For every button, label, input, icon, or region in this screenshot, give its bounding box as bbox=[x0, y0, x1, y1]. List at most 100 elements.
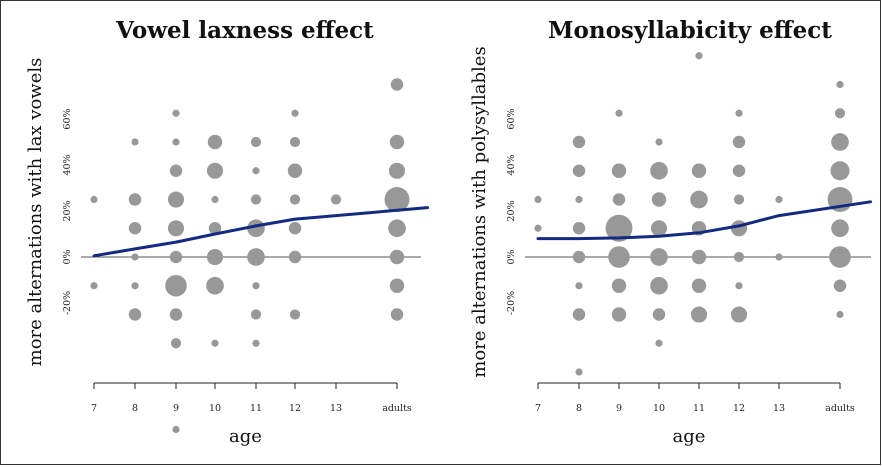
x-tick-label: 13 bbox=[330, 403, 342, 414]
data-point bbox=[735, 109, 743, 117]
data-point bbox=[834, 108, 846, 119]
x-tick-label: adults bbox=[382, 403, 412, 414]
data-point bbox=[131, 282, 139, 290]
data-point bbox=[389, 249, 405, 265]
data-point bbox=[608, 246, 630, 268]
x-tick-label: 9 bbox=[616, 403, 622, 414]
data-point bbox=[250, 309, 262, 320]
y-axis-label: more alternations with lax vowels bbox=[25, 58, 46, 367]
data-point bbox=[732, 135, 746, 149]
x-tick-label: 12 bbox=[733, 403, 745, 414]
x-tick-label: 10 bbox=[653, 403, 665, 414]
data-point bbox=[572, 250, 586, 264]
data-point bbox=[733, 194, 745, 205]
data-point bbox=[730, 306, 748, 323]
data-point bbox=[652, 308, 666, 321]
data-point bbox=[388, 162, 406, 179]
x-axis-label: age bbox=[229, 426, 262, 447]
data-point bbox=[172, 425, 180, 434]
x-axis-label: age bbox=[673, 426, 706, 447]
y-tick-label: 0% bbox=[506, 249, 517, 264]
x-tick-label: 8 bbox=[132, 403, 138, 414]
data-point bbox=[128, 308, 142, 321]
chart-panel-2: Monosyllabicity effect more alternations … bbox=[469, 17, 872, 447]
data-point bbox=[90, 282, 98, 290]
chart-panel-1: Vowel laxness effect more alternations wi… bbox=[25, 17, 429, 447]
data-point bbox=[830, 161, 850, 181]
x-tick-label: 13 bbox=[773, 403, 785, 414]
data-point bbox=[247, 248, 265, 266]
data-point bbox=[208, 222, 222, 235]
data-point bbox=[169, 250, 183, 264]
data-point bbox=[131, 138, 139, 146]
data-point bbox=[390, 78, 404, 91]
data-point bbox=[252, 282, 260, 290]
x-tick-label: 12 bbox=[289, 403, 301, 414]
data-point bbox=[775, 195, 783, 204]
trend-line bbox=[536, 200, 872, 241]
x-tick-label: 7 bbox=[91, 403, 97, 414]
data-point bbox=[572, 135, 586, 149]
trend-line bbox=[92, 206, 429, 258]
data-point bbox=[829, 246, 851, 268]
data-point bbox=[206, 162, 224, 179]
data-point bbox=[655, 138, 663, 146]
y-tick-label: 60% bbox=[62, 108, 73, 129]
data-point bbox=[833, 279, 847, 292]
data-point bbox=[732, 164, 746, 177]
data-point bbox=[690, 190, 708, 209]
data-point bbox=[611, 163, 627, 178]
data-point bbox=[289, 194, 301, 205]
y-tick-label: 20% bbox=[506, 200, 517, 221]
data-point bbox=[389, 134, 405, 150]
data-point bbox=[733, 251, 745, 263]
data-point bbox=[169, 164, 183, 177]
data-point bbox=[612, 193, 626, 206]
data-point bbox=[288, 222, 302, 235]
data-point bbox=[291, 109, 299, 117]
y-axis-label: more alternations with polysyllables bbox=[469, 46, 490, 377]
data-point bbox=[615, 109, 623, 117]
data-point bbox=[206, 276, 224, 295]
data-point bbox=[572, 222, 586, 235]
data-point bbox=[695, 52, 703, 60]
data-point bbox=[831, 133, 849, 151]
y-tick-label: -20% bbox=[506, 291, 517, 315]
data-point bbox=[611, 278, 627, 293]
data-point bbox=[389, 278, 405, 293]
data-point bbox=[330, 194, 342, 205]
data-point bbox=[650, 161, 668, 180]
data-point bbox=[128, 193, 142, 206]
y-tick-label: 0% bbox=[62, 249, 73, 264]
data-point bbox=[287, 163, 303, 178]
data-point bbox=[289, 136, 301, 148]
x-tick-label: adults bbox=[825, 403, 855, 414]
data-point bbox=[206, 248, 224, 266]
data-point bbox=[211, 195, 219, 204]
data-point bbox=[690, 306, 708, 323]
data-point bbox=[172, 109, 180, 117]
data-point bbox=[211, 339, 219, 347]
y-tick-label: -20% bbox=[62, 291, 73, 315]
x-tick-label: 10 bbox=[209, 403, 221, 414]
data-point bbox=[169, 308, 183, 321]
data-point bbox=[650, 276, 668, 295]
data-point bbox=[575, 195, 583, 204]
data-point bbox=[575, 282, 583, 290]
data-point bbox=[572, 308, 586, 321]
chart-title: Monosyllabicity effect bbox=[548, 17, 832, 44]
data-point bbox=[691, 278, 707, 293]
data-point bbox=[836, 310, 844, 319]
data-point bbox=[252, 339, 260, 347]
data-point bbox=[250, 194, 262, 205]
y-tick-label: 20% bbox=[62, 200, 73, 221]
chart-title: Vowel laxness effect bbox=[115, 17, 374, 44]
data-point bbox=[384, 187, 410, 212]
x-tick-label: 11 bbox=[693, 403, 705, 414]
data-point bbox=[534, 195, 542, 204]
data-point bbox=[655, 339, 663, 347]
data-point bbox=[252, 167, 260, 175]
data-point bbox=[836, 80, 844, 89]
data-point bbox=[207, 134, 223, 150]
